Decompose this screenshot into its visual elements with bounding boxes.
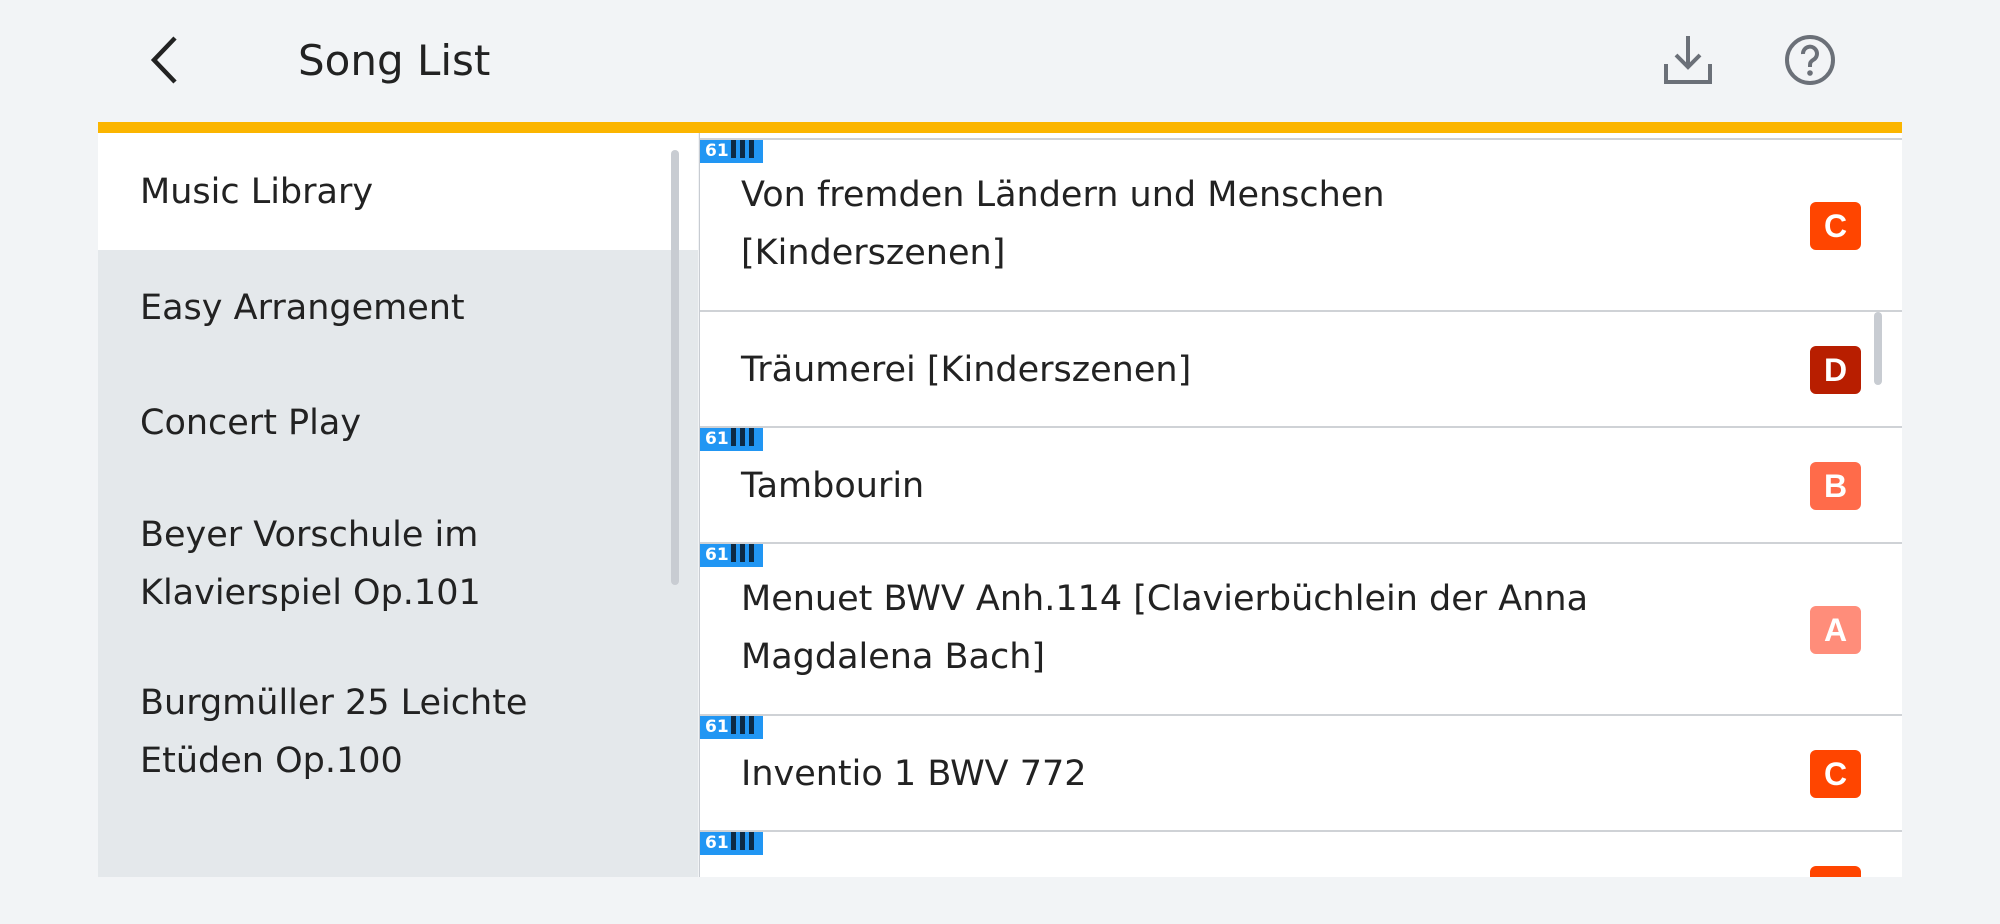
song-row[interactable]: 61 Inventio 1 BWV 772 C <box>700 714 1902 830</box>
song-title: Träumerei [Kinderszenen] <box>741 350 1192 390</box>
song-list-scrollbar[interactable] <box>1874 312 1882 385</box>
back-button[interactable] <box>140 30 190 90</box>
keyboard-tag-label: 61 <box>705 717 729 737</box>
keyboard-tag-label: 61 <box>705 141 729 161</box>
song-row[interactable]: 61 Menuet BWV Anh.114 [Clavierbüchlein de… <box>700 542 1902 714</box>
piano-keys-icon <box>731 140 757 158</box>
song-row[interactable]: 61 Tambourin B <box>700 426 1902 542</box>
song-list: 61 C 61 Inventio 1 BWV 772 C 61 Menuet BWV Anh… <box>699 133 1902 877</box>
accent-bar <box>98 122 1902 133</box>
level-badge: C <box>1810 750 1861 798</box>
sidebar-item-label: Beyer Vorschule im Klavierspiel Op.101 <box>140 515 481 613</box>
keyboard-61-tag: 61 <box>700 832 763 855</box>
keyboard-61-tag: 61 <box>700 140 763 163</box>
sidebar: Music Library Easy Arrangement Concert Pla… <box>98 133 698 877</box>
song-row[interactable]: 61 Von fremden Ländern und Menschen [Kind… <box>700 138 1902 310</box>
song-row[interactable]: 61 C <box>700 830 1902 877</box>
song-title: Inventio 1 BWV 772 <box>741 754 1087 794</box>
song-row[interactable]: Träumerei [Kinderszenen] D <box>700 310 1902 426</box>
level-badge: C <box>1810 202 1861 250</box>
level-badge: A <box>1810 606 1861 654</box>
sidebar-item-label: Concert Play <box>140 402 362 443</box>
song-title: Von fremden Ländern und Menschen [Kinder… <box>741 175 1385 273</box>
sidebar-item[interactable]: Easy Arrangement <box>98 250 698 365</box>
level-badge: D <box>1810 346 1861 394</box>
piano-keys-icon <box>731 832 757 850</box>
piano-keys-icon <box>731 428 757 446</box>
keyboard-tag-label: 61 <box>705 429 729 449</box>
sidebar-scrollbar[interactable] <box>671 150 679 585</box>
sidebar-item[interactable]: Burgmüller 25 Leichte Etüden Op.100 <box>98 648 698 816</box>
keyboard-61-tag: 61 <box>700 428 763 451</box>
sidebar-item[interactable]: Beyer Vorschule im Klavierspiel Op.101 <box>98 480 698 648</box>
keyboard-tag-label: 61 <box>705 833 729 853</box>
page-title: Song List <box>298 36 491 85</box>
sidebar-item[interactable]: J.S.Bach Inventionen BWV <box>98 816 698 877</box>
piano-keys-icon <box>731 544 757 562</box>
sidebar-item-label: Music Library <box>140 171 374 212</box>
sidebar-item-label: Easy Arrangement <box>140 287 465 328</box>
song-title: Menuet BWV Anh.114 [Clavierbüchlein der … <box>741 579 1589 677</box>
keyboard-tag-label: 61 <box>705 545 729 565</box>
level-badge: C <box>1810 866 1861 877</box>
sidebar-item[interactable]: Music Library <box>98 133 698 250</box>
piano-keys-icon <box>731 716 757 734</box>
download-icon[interactable] <box>1658 30 1718 90</box>
keyboard-61-tag: 61 <box>700 716 763 739</box>
sidebar-item[interactable]: Concert Play <box>98 365 698 480</box>
level-badge: B <box>1810 462 1861 510</box>
song-title: Tambourin <box>741 466 925 506</box>
keyboard-61-tag: 61 <box>700 544 763 567</box>
help-icon[interactable] <box>1780 30 1840 90</box>
sidebar-item-label: Burgmüller 25 Leichte Etüden Op.100 <box>140 683 528 781</box>
